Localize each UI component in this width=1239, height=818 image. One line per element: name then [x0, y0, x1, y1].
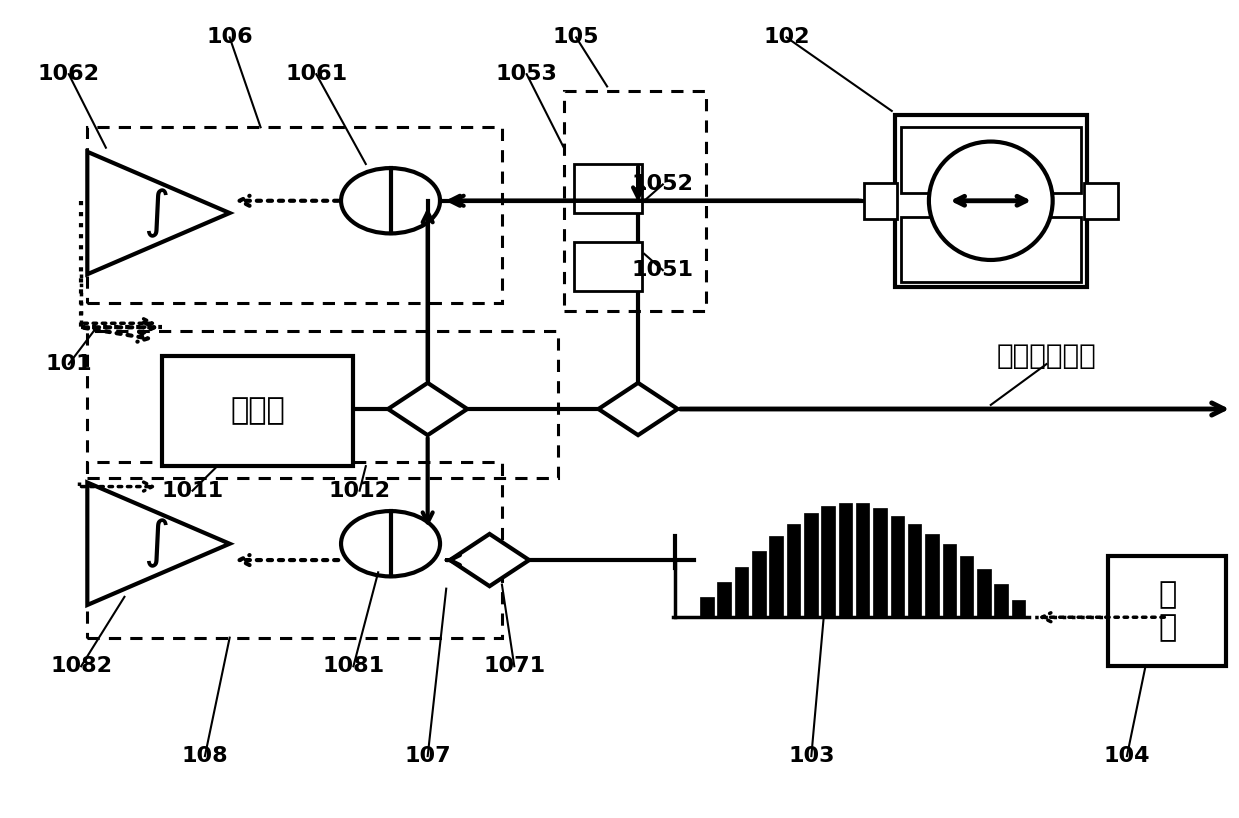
Bar: [1109, 556, 1225, 666]
Bar: [978, 569, 991, 618]
Bar: [943, 544, 957, 618]
Text: 1011: 1011: [161, 481, 223, 501]
Text: 氢
钟: 氢 钟: [1158, 580, 1176, 642]
Bar: [87, 128, 502, 303]
Bar: [856, 503, 870, 618]
Text: 1071: 1071: [483, 656, 545, 676]
Bar: [960, 556, 974, 618]
Bar: [995, 584, 1009, 618]
Text: 103: 103: [788, 746, 835, 766]
Bar: [787, 524, 800, 618]
Bar: [1084, 182, 1118, 218]
Bar: [821, 506, 835, 618]
Text: 1081: 1081: [322, 656, 384, 676]
Bar: [574, 241, 642, 290]
Bar: [864, 182, 897, 218]
Text: $\int$: $\int$: [142, 517, 169, 570]
Text: 1082: 1082: [50, 656, 113, 676]
Text: 108: 108: [182, 746, 228, 766]
Bar: [908, 524, 922, 618]
Bar: [752, 551, 766, 618]
Bar: [1012, 600, 1026, 618]
Bar: [87, 331, 558, 479]
Bar: [564, 91, 706, 311]
Text: 107: 107: [404, 746, 451, 766]
Text: 104: 104: [1104, 746, 1150, 766]
Text: 1053: 1053: [496, 64, 558, 84]
Text: 1062: 1062: [37, 64, 100, 84]
Bar: [804, 514, 818, 618]
Bar: [769, 537, 783, 618]
Bar: [895, 115, 1087, 286]
Bar: [717, 582, 731, 618]
Bar: [926, 533, 939, 618]
Bar: [901, 128, 1080, 192]
Polygon shape: [450, 534, 529, 587]
Bar: [735, 567, 748, 618]
Bar: [891, 516, 904, 618]
Text: $\int$: $\int$: [142, 187, 169, 240]
Bar: [87, 462, 502, 638]
Text: 106: 106: [207, 28, 253, 47]
Text: 第一激光信号: 第一激光信号: [996, 342, 1097, 370]
Text: 101: 101: [46, 354, 92, 374]
Text: 1012: 1012: [328, 481, 390, 501]
Bar: [873, 508, 887, 618]
Text: 1052: 1052: [632, 174, 694, 195]
Text: 1051: 1051: [632, 260, 694, 281]
Text: 105: 105: [553, 28, 600, 47]
Text: 激光器: 激光器: [230, 397, 285, 425]
Ellipse shape: [929, 142, 1053, 260]
Polygon shape: [87, 483, 229, 605]
Polygon shape: [87, 152, 229, 274]
Polygon shape: [598, 383, 678, 435]
Polygon shape: [388, 383, 467, 435]
Bar: [161, 356, 353, 466]
Bar: [901, 217, 1080, 282]
Bar: [839, 503, 852, 618]
Bar: [700, 597, 714, 618]
Text: 1061: 1061: [285, 64, 347, 84]
Text: 102: 102: [763, 28, 810, 47]
Bar: [574, 164, 642, 213]
